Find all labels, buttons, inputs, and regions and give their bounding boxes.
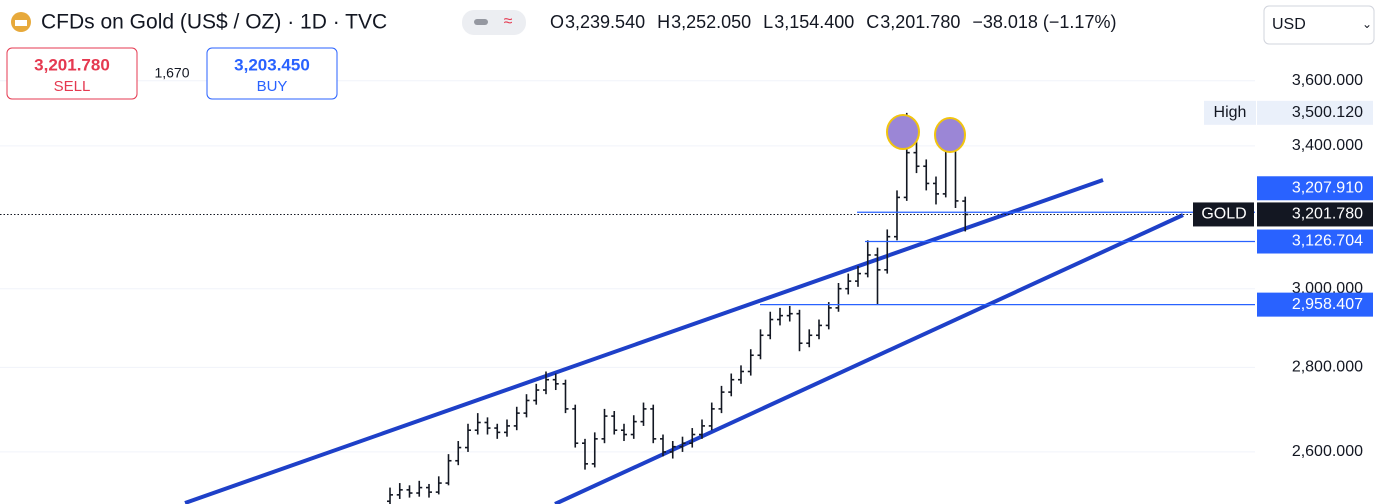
change: −38.018 (−1.17%) (972, 12, 1116, 32)
y-tick-label: 3,400.000 (1292, 137, 1363, 154)
dropdown-arrow: ⌄ (1362, 17, 1372, 31)
ohlc-label: C (866, 12, 879, 32)
price-label: 2,958.407 (1292, 296, 1363, 313)
currency: USD (1272, 16, 1306, 33)
sell-button[interactable] (6, 47, 138, 100)
price-label-box (1257, 229, 1373, 254)
toggle[interactable] (462, 10, 526, 35)
highlight-circle (934, 117, 966, 153)
buy-price: 3,203.450 (234, 55, 310, 74)
trend-line (184, 178, 1104, 504)
ohlc-label: O (550, 12, 564, 32)
ohlc-label: L (763, 12, 773, 32)
name-box (1204, 100, 1256, 125)
toggle-icon (474, 19, 488, 25)
ohlc-value: 3,154.400 (774, 12, 854, 32)
highlight-circle (886, 114, 920, 150)
price-label-box (1257, 202, 1373, 227)
price-label-box (1257, 292, 1373, 317)
trend-line (554, 213, 1184, 504)
buy-button[interactable] (206, 47, 338, 100)
ohlc-value: 3,252.050 (671, 12, 751, 32)
ohlc-label: H (657, 12, 670, 32)
price-label-box (1257, 100, 1373, 125)
marker-name: GOLD (1201, 206, 1246, 223)
price-label: 3,207.910 (1292, 179, 1363, 196)
y-tick-label: 2,600.000 (1292, 443, 1363, 460)
chart-title: CFDs on Gold (US$ / OZ) · 1D · TVC (41, 11, 387, 34)
ohlc-value: 3,239.540 (565, 12, 645, 32)
ohlc-value: 3,201.780 (880, 12, 960, 32)
name-box (1193, 202, 1254, 227)
price-axis (1255, 50, 1386, 504)
sell-label: SELL (54, 78, 91, 95)
y-tick-label: 3,600.000 (1292, 72, 1363, 89)
marker-name: High (1214, 104, 1247, 121)
price-label-box (1257, 176, 1373, 201)
price-label: 3,500.120 (1292, 104, 1363, 121)
y-tick-label: 2,800.000 (1292, 359, 1363, 376)
symbol-icon-bar (15, 20, 27, 26)
toggle-icon: ≈ (504, 13, 513, 30)
sell-price: 3,201.780 (34, 55, 110, 74)
buy-label: BUY (257, 78, 288, 95)
currency-dropdown[interactable] (1263, 5, 1375, 45)
price-label: 3,201.780 (1292, 206, 1363, 223)
spread: 1,670 (154, 65, 189, 81)
price-label: 3,126.704 (1292, 233, 1363, 250)
